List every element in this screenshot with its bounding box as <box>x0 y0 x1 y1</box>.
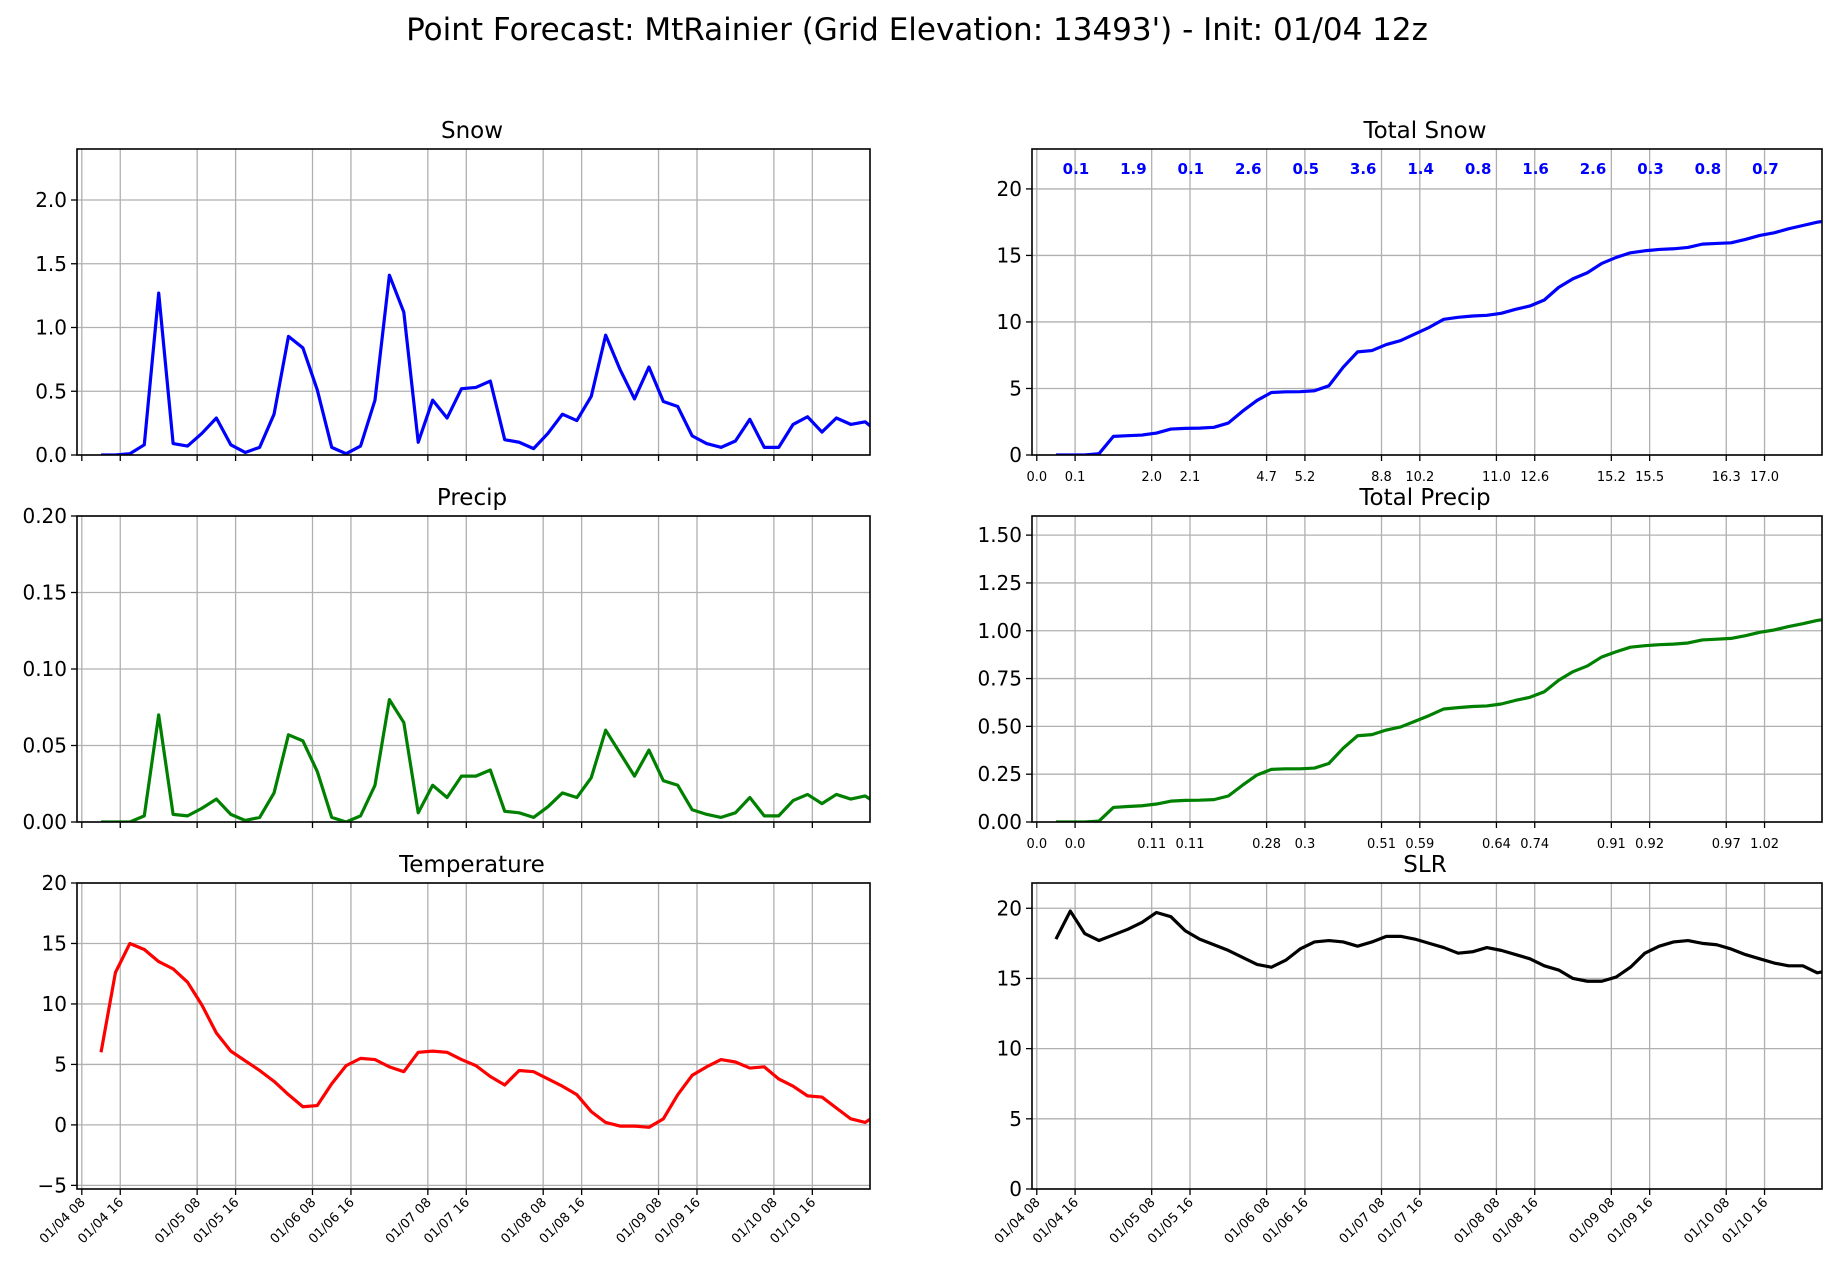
temperature-ytick-label: 10 <box>42 992 67 1016</box>
slr-series-line <box>1054 909 1822 983</box>
total-precip-ytick-label: 1.00 <box>977 619 1022 643</box>
total-precip-axes-frame <box>1031 515 1823 823</box>
precip-panel-title: Precip <box>437 485 507 511</box>
total-snow-period-total: 3.6 <box>1350 160 1377 178</box>
total-precip-cumulative-label: 1.02 <box>1750 837 1779 852</box>
slr-ytick-label: 20 <box>997 896 1022 920</box>
total-snow-period-total: 0.1 <box>1178 160 1205 178</box>
slr-ytick-label: 10 <box>997 1037 1022 1061</box>
total-precip-cumulative-label: 0.91 <box>1597 837 1626 852</box>
figure-title: Point Forecast: MtRainier (Grid Elevatio… <box>406 12 1428 48</box>
slr-ytick-label: 15 <box>997 966 1022 990</box>
total-precip-cumulative-label: 0.97 <box>1712 837 1741 852</box>
total-precip-cumulative-label: 0.64 <box>1482 837 1511 852</box>
total-snow-cumulative-label: 4.7 <box>1256 470 1277 485</box>
precip-panel: Precip 0.00 0.05 0.10 0.15 0.20 <box>22 485 871 834</box>
total-precip-cumulative-label: 0.11 <box>1137 837 1166 852</box>
total-snow-period-total: 0.8 <box>1695 160 1722 178</box>
temperature-ytick-label: 15 <box>42 931 67 955</box>
precip-series-line <box>101 697 870 822</box>
precip-ytick-label: 0.20 <box>22 504 67 528</box>
total-snow-ytick-label: 15 <box>997 243 1022 267</box>
temperature-ytick-label: −5 <box>38 1173 67 1197</box>
total-snow-cumulative-label: 15.2 <box>1597 470 1626 485</box>
total-snow-period-total: 0.7 <box>1752 160 1779 178</box>
temperature-ytick-label: 0 <box>54 1113 67 1137</box>
total-precip-ytick-label: 0.50 <box>977 714 1022 738</box>
total-snow-period-total: 2.6 <box>1235 160 1262 178</box>
total-snow-cumulative-label: 5.2 <box>1295 470 1316 485</box>
total-snow-cumulative-label: 10.2 <box>1405 470 1434 485</box>
snow-ytick-label: 1.5 <box>35 252 67 276</box>
total-snow-cumulative-label: 16.3 <box>1712 470 1741 485</box>
total-snow-period-total: 0.1 <box>1063 160 1090 178</box>
total-snow-period-total: 0.8 <box>1465 160 1492 178</box>
total-snow-ytick-label: 0 <box>1009 443 1022 467</box>
precip-ytick-label: 0.10 <box>22 657 67 681</box>
temperature-ytick-label: 5 <box>54 1052 67 1076</box>
slr-axes-frame <box>1031 882 1823 1190</box>
snow-series-line <box>101 273 870 455</box>
total-snow-period-total: 0.5 <box>1292 160 1319 178</box>
total-precip-cumulative-label: 0.0 <box>1065 837 1086 852</box>
total-snow-cumulative-label: 2.0 <box>1141 470 1162 485</box>
total-precip-cumulative-label: 0.28 <box>1252 837 1281 852</box>
slr-panel-title: SLR <box>1403 852 1446 878</box>
total-snow-period-total: 0.3 <box>1637 160 1664 178</box>
snow-ytick-label: 0.0 <box>35 443 67 467</box>
total-snow-cumulative-label: 0.0 <box>1026 470 1047 485</box>
total-precip-cumulative-label: 0.74 <box>1520 837 1549 852</box>
temperature-series-line <box>99 941 870 1129</box>
total-snow-cumulative-label: 0.1 <box>1065 470 1086 485</box>
total-snow-period-total: 1.9 <box>1120 160 1147 178</box>
total-precip-ytick-label: 0.75 <box>977 667 1022 691</box>
total-snow-ytick-label: 10 <box>997 310 1022 334</box>
total-snow-panel: Total Snow 0 5 10 15 20 0.1 1.9 0.1 2.6 0.5 3.6 1.4… <box>997 118 1823 485</box>
total-snow-cumulative-label: 8.8 <box>1371 470 1392 485</box>
total-precip-panel: Total Precip 0.00 0.25 0.50 0.75 1.00 1.25 1.5… <box>977 485 1823 852</box>
total-precip-ytick-label: 1.25 <box>977 571 1022 595</box>
total-precip-ytick-label: 0.25 <box>977 762 1022 786</box>
total-snow-cumulative-label: 15.5 <box>1635 470 1664 485</box>
total-snow-cumulative-label: 12.6 <box>1520 470 1549 485</box>
total-precip-cumulative-label: 0.3 <box>1295 837 1316 852</box>
total-precip-cumulative-label: 0.0 <box>1026 837 1047 852</box>
precip-ytick-label: 0.00 <box>22 810 67 834</box>
snow-ytick-label: 1.0 <box>35 316 67 340</box>
slr-ytick-label: 0 <box>1009 1177 1022 1201</box>
snow-ytick-label: 0.5 <box>35 379 67 403</box>
total-snow-cumulative-label: 17.0 <box>1750 470 1779 485</box>
total-precip-series-line <box>1055 618 1822 822</box>
total-precip-panel-title: Total Precip <box>1358 485 1490 511</box>
snow-axes-frame <box>76 148 871 456</box>
total-snow-ytick-label: 5 <box>1009 376 1022 400</box>
total-snow-period-total: 1.6 <box>1522 160 1549 178</box>
slr-ytick-label: 5 <box>1009 1107 1022 1131</box>
snow-panel-title: Snow <box>441 118 503 144</box>
precip-ytick-label: 0.15 <box>22 581 67 605</box>
total-snow-cumulative-label: 2.1 <box>1180 470 1201 485</box>
total-snow-ytick-label: 20 <box>997 177 1022 201</box>
temperature-axes-frame <box>76 882 871 1190</box>
snow-ytick-label: 2.0 <box>35 188 67 212</box>
total-precip-ytick-label: 0.00 <box>977 810 1022 834</box>
total-precip-cumulative-label: 0.51 <box>1367 837 1396 852</box>
total-snow-period-total: 2.6 <box>1580 160 1607 178</box>
total-snow-panel-title: Total Snow <box>1362 118 1486 144</box>
temperature-panel-title: Temperature <box>398 852 545 878</box>
precip-axes-frame <box>76 515 871 823</box>
total-snow-axes-frame <box>1031 148 1823 456</box>
temperature-ytick-label: 20 <box>42 871 67 895</box>
total-precip-ytick-label: 1.50 <box>977 523 1022 547</box>
snow-panel: Snow 0.0 0.5 1.0 1.5 2.0 <box>35 118 871 467</box>
total-snow-series-line <box>1055 219 1822 455</box>
total-precip-cumulative-label: 0.11 <box>1176 837 1205 852</box>
total-precip-cumulative-label: 0.59 <box>1405 837 1434 852</box>
total-snow-cumulative-label: 11.0 <box>1482 470 1511 485</box>
precip-ytick-label: 0.05 <box>22 734 67 758</box>
total-precip-cumulative-label: 0.92 <box>1635 837 1664 852</box>
total-snow-period-total: 1.4 <box>1407 160 1434 178</box>
